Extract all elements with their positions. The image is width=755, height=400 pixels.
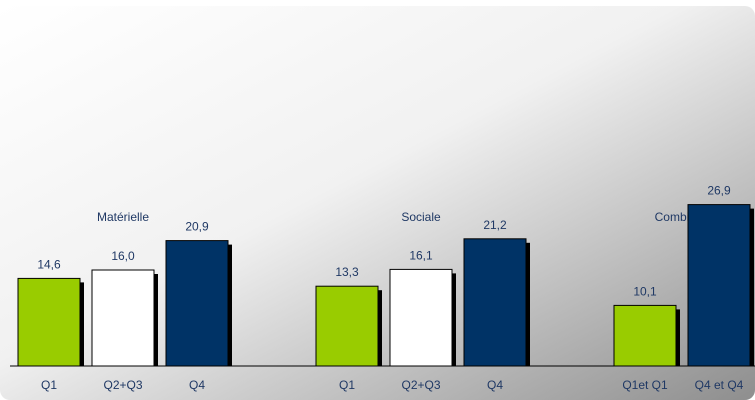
bar-value-label-2-0: 10,1	[633, 284, 657, 298]
bar-value-label-1-1: 16,1	[409, 248, 433, 262]
bar-0-1	[91, 269, 155, 367]
bar-0-2	[165, 240, 229, 367]
bar-1-1	[389, 268, 453, 367]
bar-value-label-1-2: 21,2	[483, 218, 507, 232]
group-label-0: Matérielle	[97, 210, 149, 224]
bar-value-label-0-0: 14,6	[37, 257, 61, 271]
category-label-1-1: Q2+Q3	[401, 378, 440, 392]
category-label-0-2: Q4	[189, 378, 205, 392]
bar-value-label-0-2: 20,9	[185, 220, 209, 234]
category-label-0-1: Q2+Q3	[103, 378, 142, 392]
category-label-0-0: Q1	[41, 378, 57, 392]
bar-value-label-0-1: 16,0	[111, 249, 135, 263]
bar-2-0	[613, 304, 677, 367]
group-label-1: Sociale	[401, 210, 441, 224]
bar-1-2	[463, 238, 527, 367]
category-label-1-2: Q4	[487, 378, 503, 392]
category-label-2-0: Q1et Q1	[622, 378, 668, 392]
bar-2-1	[687, 204, 751, 367]
bar-0-0	[17, 277, 81, 367]
bar-1-0	[315, 285, 379, 367]
bar-value-label-2-1: 26,9	[707, 184, 731, 198]
category-label-2-1: Q4 et Q4	[695, 378, 744, 392]
category-label-1-0: Q1	[339, 378, 355, 392]
bar-value-label-1-0: 13,3	[335, 265, 359, 279]
